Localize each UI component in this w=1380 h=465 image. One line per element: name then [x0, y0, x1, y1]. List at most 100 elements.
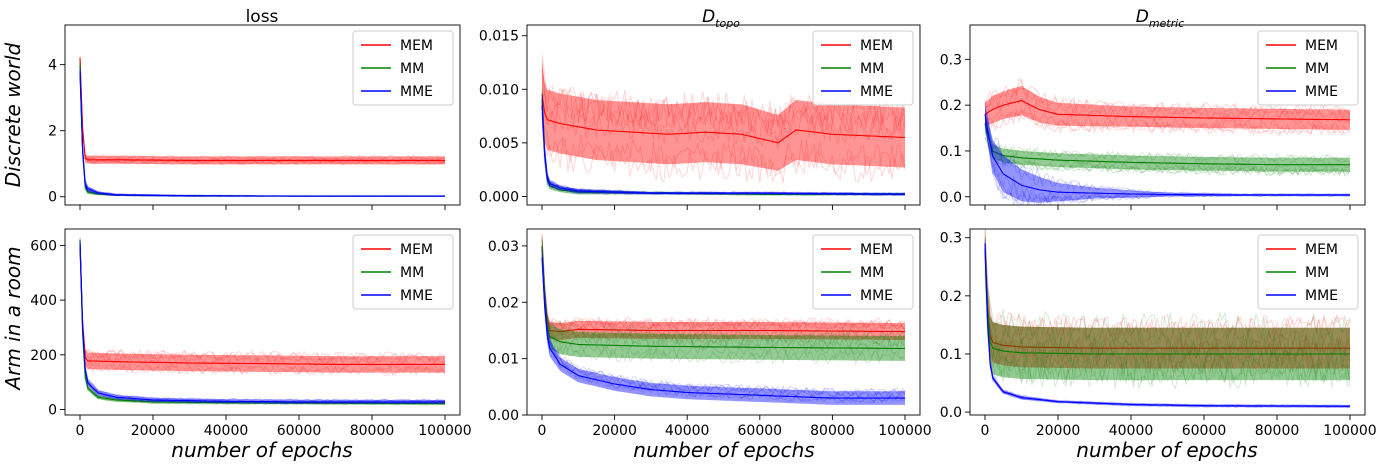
legend-label-mme: MME: [1305, 288, 1338, 304]
axes-frame: [64, 24, 461, 206]
run-line: [79, 254, 446, 376]
legend-box: [1257, 234, 1359, 310]
std-band: [985, 114, 1350, 172]
y-tick-label: 0.1: [940, 347, 962, 363]
panel-r1-c1: 0.00 0.01 0.02 0.03 0 20000 40000 60000 80000 100…: [488, 228, 932, 439]
column-title-d-topo: Dtopo: [702, 7, 740, 30]
run-line: [79, 242, 446, 406]
run-line: [984, 257, 1351, 391]
axes-frame: [526, 228, 921, 416]
x-axis-label-col-1: number of epochs: [171, 438, 352, 462]
run-line: [79, 251, 446, 377]
x-tick-label: 0: [981, 423, 990, 439]
run-line: [79, 238, 446, 363]
run-line: [541, 125, 906, 178]
plot-area: [984, 229, 1351, 409]
run-line: [79, 240, 446, 362]
legend: MEM MM MME: [812, 234, 914, 310]
mean-line: [79, 239, 445, 405]
series-mem: [541, 233, 906, 345]
plot-area: [79, 236, 446, 406]
column-title-d-metric: Dmetric: [1136, 7, 1185, 30]
mean-line: [541, 105, 905, 195]
series-mm: [984, 114, 1351, 177]
series-mme: [984, 239, 1351, 409]
y-tick-label: 0.0: [940, 405, 962, 421]
legend-label-mme: MME: [400, 84, 433, 100]
y-tick-label: 0.00: [488, 408, 519, 424]
legend-label-mm: MM: [1305, 61, 1329, 77]
y-tick-label: 0.2: [940, 98, 962, 114]
series-mm: [79, 236, 446, 406]
series-mm: [541, 234, 906, 366]
run-line: [984, 137, 1351, 177]
run-line: [541, 248, 906, 397]
legend-label-mem: MEM: [860, 242, 893, 258]
legend: MEM MM MME: [1257, 30, 1359, 106]
std-band: [985, 231, 1350, 369]
run-line: [984, 273, 1351, 387]
x-axis-label-col-2: number of epochs: [633, 438, 814, 462]
series-mm: [984, 229, 1351, 391]
panel-r0-c1: 0.000 0.005 0.010 0.015 MEM MM MME: [479, 24, 921, 210]
run-line: [984, 236, 1351, 360]
run-line: [79, 56, 446, 163]
run-line: [984, 267, 1351, 384]
x-tick-label: 40000: [1109, 423, 1154, 439]
legend-label-mme: MME: [860, 84, 893, 100]
x-tick-label: 100000: [1323, 423, 1376, 439]
run-line: [541, 63, 906, 137]
mean-line: [541, 94, 906, 144]
legend-label-mme: MME: [400, 288, 433, 304]
run-line: [541, 245, 906, 397]
x-tick-label: 60000: [277, 423, 322, 439]
mean-line: [79, 245, 445, 365]
run-line: [984, 112, 1351, 137]
run-line: [541, 239, 906, 343]
x-tick-label: 60000: [738, 423, 783, 439]
x-tick-label: 60000: [1182, 423, 1227, 439]
legend-label-mem: MEM: [400, 242, 433, 258]
series-mem: [984, 229, 1351, 376]
series-mme: [79, 63, 446, 198]
run-line: [984, 259, 1351, 367]
run-line: [984, 258, 1351, 362]
legend-label-mm: MM: [1305, 265, 1329, 281]
mean-line: [541, 245, 905, 350]
axes-frame: [969, 228, 1366, 416]
mean-line: [79, 242, 445, 403]
mean-line: [79, 71, 445, 197]
run-line: [79, 241, 446, 365]
y-tick-label: 4: [48, 58, 57, 74]
run-line: [984, 256, 1351, 361]
panel-r1-c0: 0 200 400 600 0 20000 40000 60000 80000 100000 MEM…: [30, 228, 472, 439]
x-tick-label: 40000: [665, 423, 710, 439]
run-line: [984, 109, 1351, 137]
legend-label-mem: MEM: [1305, 242, 1338, 258]
legend-label-mm: MM: [400, 265, 424, 281]
mean-line: [541, 257, 905, 399]
run-line: [984, 87, 1351, 122]
std-band: [80, 237, 445, 373]
run-line: [541, 246, 906, 360]
std-band: [985, 105, 1350, 203]
run-line: [541, 58, 906, 134]
plot-area: [984, 77, 1351, 205]
legend-label-mm: MM: [860, 265, 884, 281]
x-tick-label: 20000: [131, 423, 176, 439]
run-line: [541, 236, 906, 344]
series-mem: [541, 53, 906, 184]
row-label-arm-in-a-room: Arm in a room: [1, 246, 25, 391]
legend-label-mme: MME: [1305, 84, 1338, 100]
run-line: [541, 238, 906, 347]
run-line: [541, 113, 906, 184]
legend-label-mem: MEM: [1305, 38, 1338, 54]
x-tick-label: 80000: [1255, 423, 1300, 439]
mean-line: [79, 57, 445, 161]
run-line: [984, 229, 1351, 338]
run-line: [984, 77, 1351, 116]
series-mme: [984, 100, 1351, 205]
axes-frame: [526, 24, 921, 206]
series-mem: [984, 77, 1351, 137]
run-line: [984, 118, 1351, 205]
